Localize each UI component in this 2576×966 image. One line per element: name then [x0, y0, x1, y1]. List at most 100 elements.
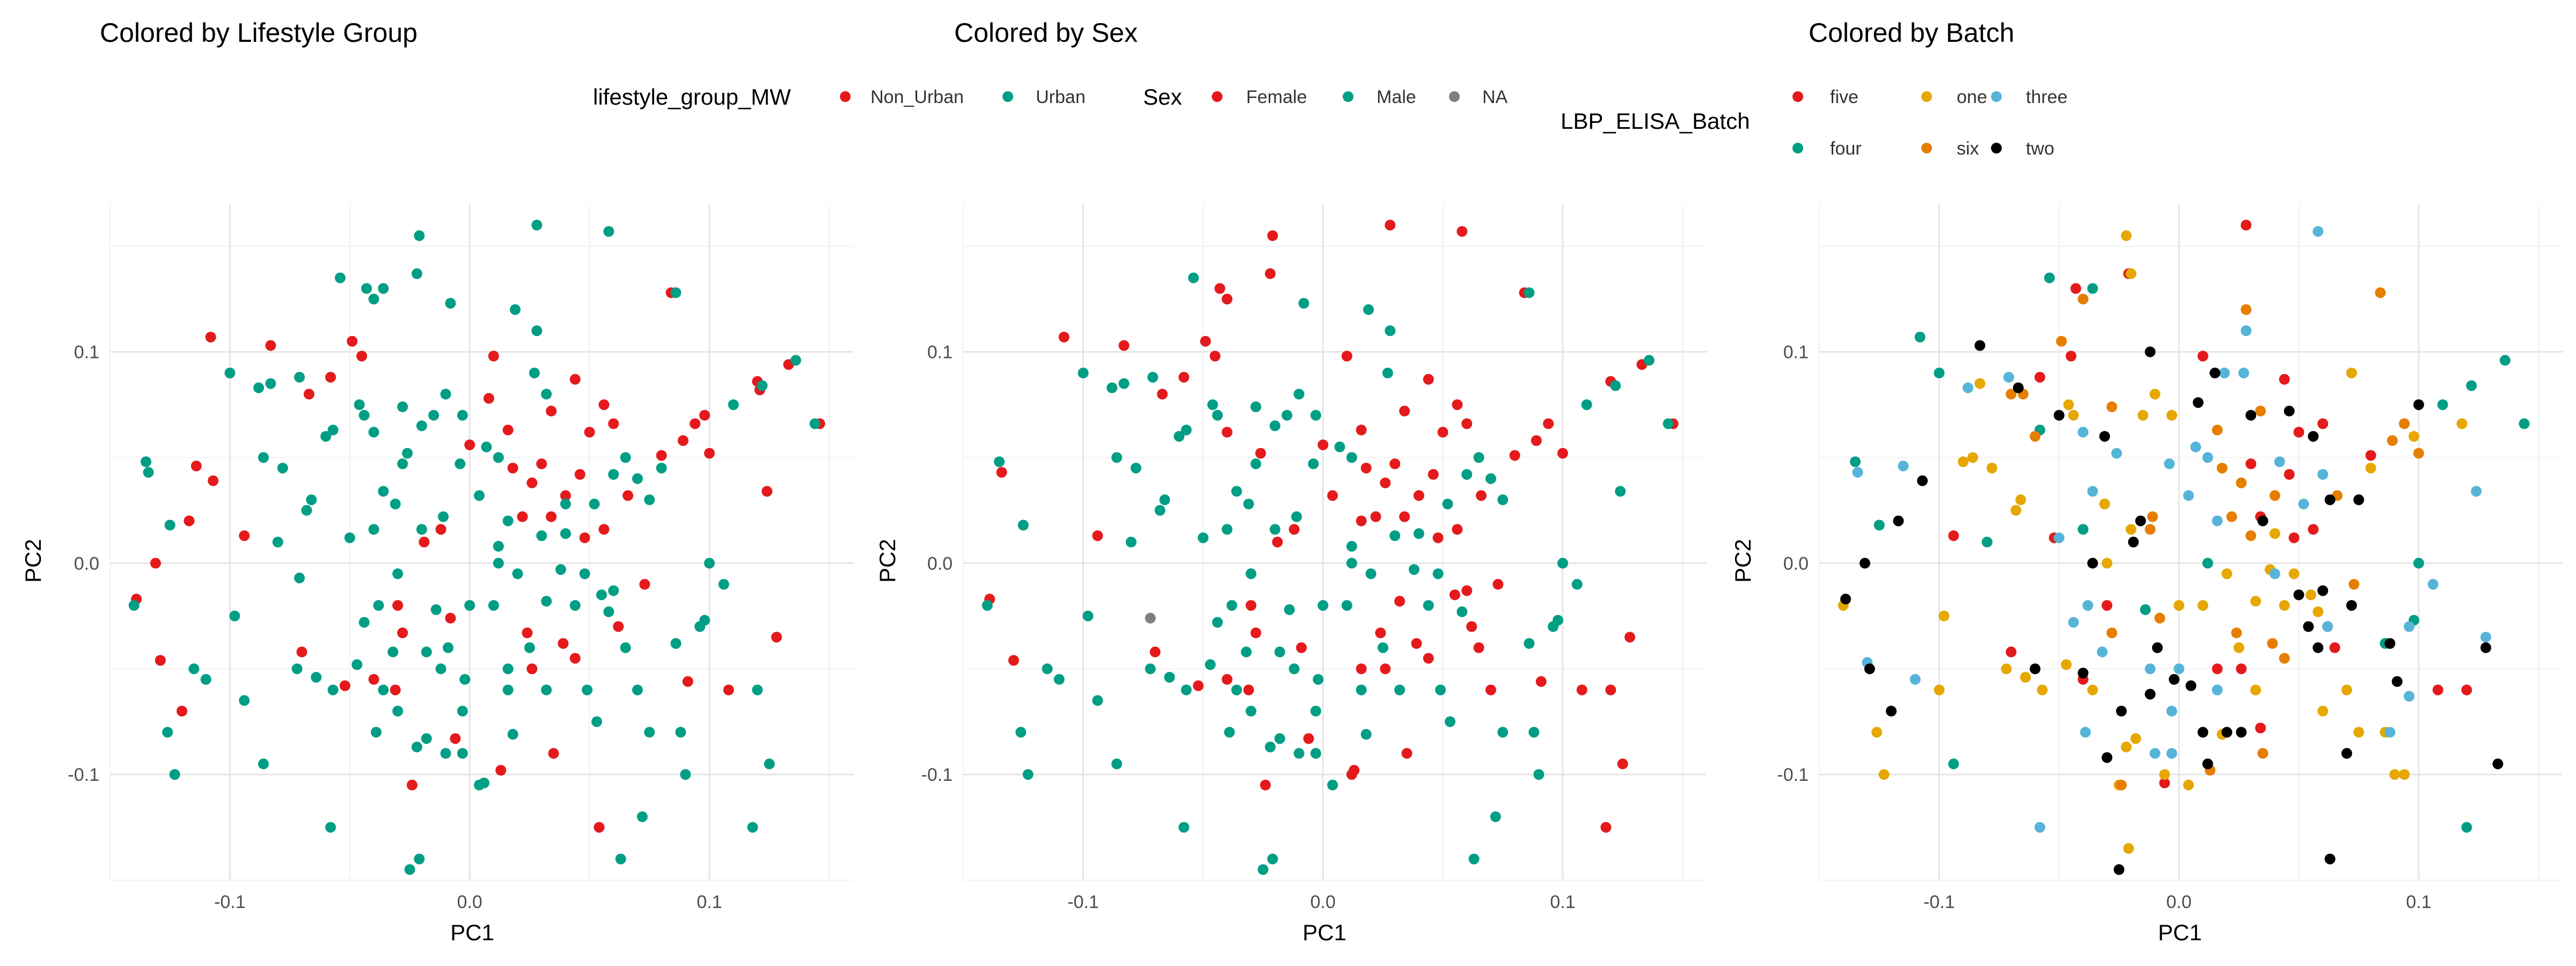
data-point: [368, 674, 379, 685]
legend-key-four: [1792, 143, 1803, 153]
data-point: [2197, 350, 2208, 362]
data-point: [2461, 684, 2472, 696]
series-six: [2006, 287, 2424, 791]
data-point: [1385, 325, 1396, 336]
data-point: [2123, 843, 2134, 854]
data-point: [2097, 646, 2108, 657]
data-point: [1224, 727, 1235, 738]
legend-label-urban: Urban: [1036, 87, 1086, 107]
data-point: [488, 350, 499, 362]
data-point: [1557, 558, 1568, 569]
data-point: [1231, 486, 1242, 497]
data-point: [1334, 441, 1345, 452]
data-point: [1078, 368, 1089, 378]
data-point: [1432, 532, 1444, 544]
data-point: [1449, 589, 1460, 601]
data-point: [358, 617, 370, 628]
data-point: [493, 540, 504, 552]
data-point: [2305, 589, 2316, 601]
data-point: [1269, 420, 1280, 431]
data-point: [1452, 524, 1463, 535]
data-point: [1363, 304, 1374, 315]
data-point: [464, 600, 475, 611]
series-three: [1852, 226, 2491, 833]
data-point: [402, 448, 413, 459]
data-point: [608, 585, 619, 596]
data-point: [2135, 515, 2146, 526]
data-point: [1442, 499, 1453, 510]
data-point: [294, 572, 305, 583]
data-point: [1022, 769, 1034, 780]
data-point: [1179, 822, 1189, 833]
data-point: [1107, 382, 1117, 393]
data-point: [443, 642, 453, 653]
data-point: [598, 524, 610, 535]
data-point: [1274, 733, 1285, 744]
data-point: [1341, 350, 1352, 362]
data-point: [1210, 350, 1221, 362]
data-point: [1452, 399, 1463, 411]
data-point: [752, 684, 763, 696]
legend: lifestyle_group_MW Non_Urban Urban: [593, 84, 1086, 109]
data-point: [771, 632, 782, 643]
data-point: [1179, 371, 1189, 383]
data-point: [2125, 268, 2136, 279]
data-point: [2003, 371, 2014, 383]
data-point: [1284, 604, 1295, 615]
data-point: [239, 530, 250, 541]
data-point: [620, 452, 631, 463]
data-point: [1385, 219, 1396, 231]
data-point: [301, 504, 312, 516]
data-point: [1181, 684, 1192, 696]
data-point: [1154, 504, 1166, 516]
data-point: [421, 646, 432, 657]
data-point: [1145, 612, 1156, 624]
data-point: [2149, 389, 2161, 400]
data-point: [1485, 473, 1496, 484]
data-point: [718, 579, 729, 590]
data-point: [2427, 579, 2439, 590]
data-point: [191, 460, 202, 472]
data-point: [1576, 684, 1587, 696]
data-point: [1293, 389, 1305, 400]
data-point: [1293, 748, 1305, 759]
legend-key-six: [1921, 143, 1932, 153]
data-point: [2102, 752, 2113, 763]
data-point: [2128, 537, 2139, 547]
data-point: [1212, 617, 1223, 628]
data-point: [2257, 748, 2268, 759]
data-point: [455, 458, 466, 470]
data-point: [2063, 399, 2074, 411]
data-point: [1289, 663, 1300, 675]
data-point: [1274, 646, 1285, 657]
data-point: [2480, 632, 2491, 643]
data-point: [2044, 272, 2055, 283]
legend-label-female: Female: [1246, 87, 1307, 107]
data-point: [1092, 530, 1103, 541]
data-point: [2413, 558, 2424, 569]
data-point: [546, 405, 557, 416]
data-point: [1243, 684, 1254, 696]
data-point: [502, 663, 514, 675]
data-point: [306, 494, 317, 506]
data-point: [2116, 706, 2127, 716]
data-point: [1303, 733, 1314, 744]
y-tick-label: 0.1: [927, 342, 953, 363]
data-point: [2409, 431, 2419, 442]
data-point: [2284, 469, 2295, 480]
data-point: [2030, 663, 2041, 675]
data-point: [1214, 283, 1225, 294]
data-point: [2020, 672, 2031, 683]
legend-label-one: one: [1957, 87, 1987, 107]
data-point: [272, 537, 283, 547]
data-point: [445, 612, 456, 624]
y-axis-label: PC2: [1730, 539, 1755, 583]
data-point: [510, 304, 521, 315]
data-point: [2202, 558, 2213, 569]
data-point: [531, 325, 543, 336]
data-point: [2317, 418, 2329, 429]
data-point: [2279, 600, 2290, 611]
data-point: [2346, 600, 2357, 611]
data-point: [1346, 769, 1357, 780]
data-point: [1125, 537, 1137, 547]
